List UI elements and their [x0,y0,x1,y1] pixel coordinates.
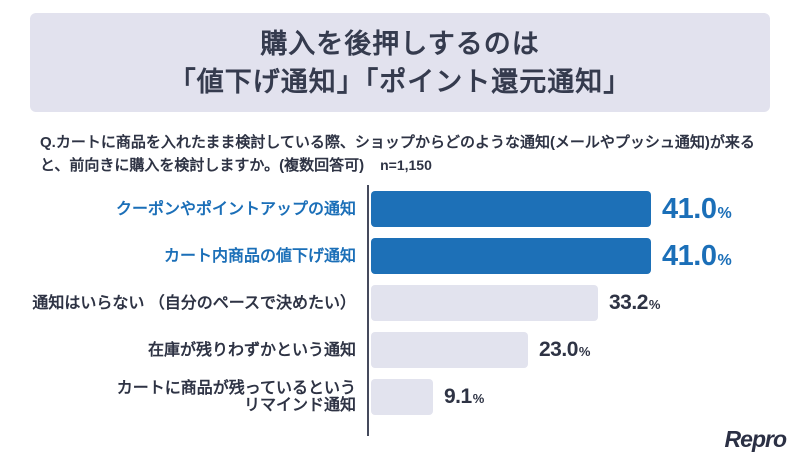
bar-value-number: 33.2 [609,291,648,314]
bar-value-unit: % [648,297,661,312]
question-line-2-wrap: と、前向きに購入を検討しますか。(複数回答可) n=1,150 [40,154,770,177]
title-banner: 購入を後押しするのは 「値下げ通知」「ポイント還元通知」 [30,13,770,112]
bar-value-number: 41.0 [662,239,717,272]
bar-value-number: 9.1 [444,385,472,408]
bar-label: クーポンやポイントアップの通知 [115,200,356,218]
question-line-1: Q.カートに商品を入れたまま検討している際、ショップからどのような通知(メールや… [40,134,755,151]
bar-value: 41.0% [662,240,732,273]
chart-axis-line [367,185,369,436]
bar-label: 通知はいらない （自分のペースで決めたい） [32,294,356,312]
bar-value-unit: % [717,251,732,269]
bar-value: 23.0% [539,338,590,362]
bar-label: 在庫が残りわずかという通知 [147,341,356,359]
bar-value: 9.1% [444,385,484,409]
bar-value-unit: % [472,391,485,406]
chart-rows: クーポンやポイントアップの通知 41.0% カート内商品の値下げ通知 41.0% 通知は… [0,191,800,415]
bar-value-number: 41.0 [662,192,717,225]
chart-row: カートに商品が残っているという リマインド通知 9.1% [0,379,800,415]
question-line-2: と、前向きに購入を検討しますか。(複数回答可) [40,157,365,174]
survey-question: Q.カートに商品を入れたまま検討している際、ショップからどのような通知(メールや… [40,132,770,177]
bar [371,285,598,321]
page-title-line-2: 「値下げ通知」「ポイント還元通知」 [168,66,632,97]
chart-row: クーポンやポイントアップの通知 41.0% [0,191,800,227]
bar [371,191,651,227]
chart-row: 在庫が残りわずかという通知 23.0% [0,332,800,368]
bar-chart: クーポンやポイントアップの通知 41.0% カート内商品の値下げ通知 41.0% 通知は… [0,185,800,436]
bar [371,238,651,274]
bar [371,332,528,368]
repro-logo: Repro [724,426,787,452]
bar-value-number: 23.0 [539,338,578,361]
page-title-line-1: 購入を後押しするのは [260,28,540,59]
chart-row: 通知はいらない （自分のペースで決めたい） 33.2% [0,285,800,321]
bar-label: カートに商品が残っているという リマインド通知 [116,380,356,414]
bar-value-unit: % [578,344,591,359]
chart-row: カート内商品の値下げ通知 41.0% [0,238,800,274]
bar-value: 33.2% [609,291,660,315]
bar-value-unit: % [717,204,732,222]
bar-label: カート内商品の値下げ通知 [163,247,356,265]
bar-value: 41.0% [662,193,732,226]
bar [371,379,433,415]
sample-size: n=1,150 [380,157,432,173]
